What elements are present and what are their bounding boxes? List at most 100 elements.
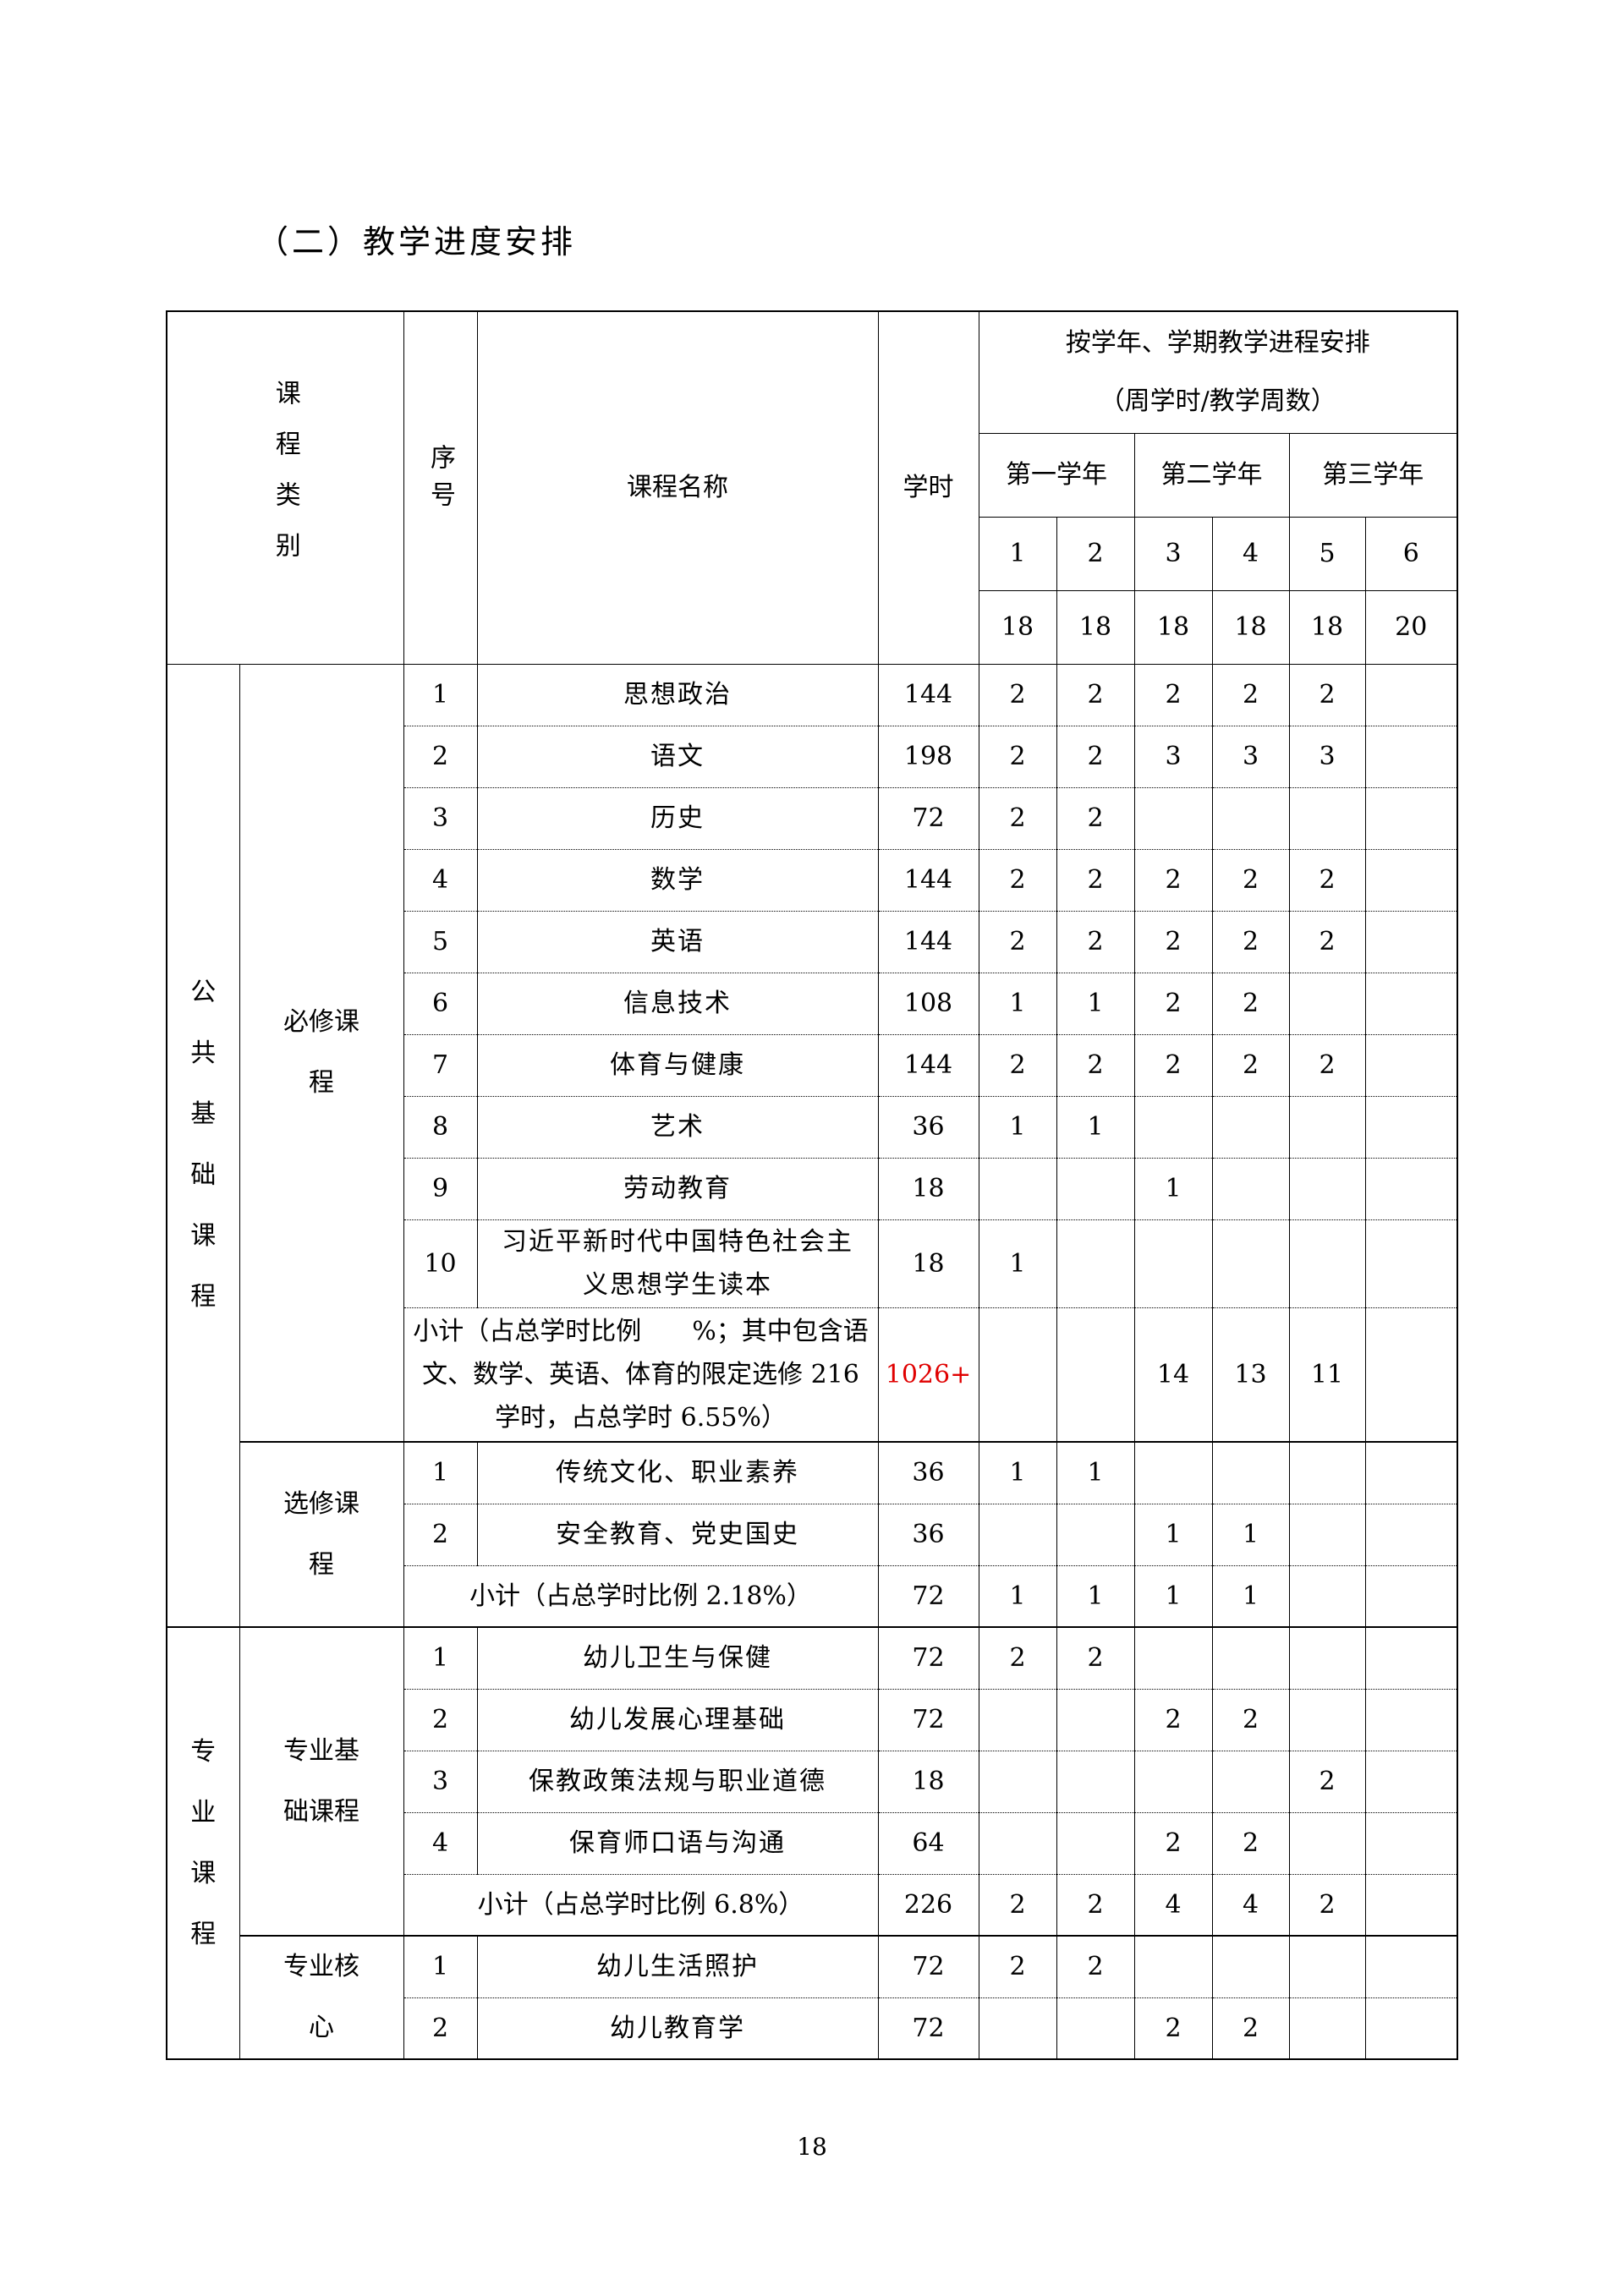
- semester-4-cell: 1: [1211, 1564, 1290, 1628]
- semester-5-cell: 2: [1288, 1873, 1366, 1937]
- table-row: 5 英语 144 2 2 2 2 2: [167, 910, 1458, 973]
- semester-4-cell: 1: [1211, 1503, 1290, 1566]
- semester-1-cell: [978, 1157, 1057, 1220]
- semester-5-cell: 2: [1288, 910, 1366, 973]
- course-name: 习近平新时代中国特色社会主义思想学生读本: [476, 1219, 879, 1308]
- table-row: 10 习近平新时代中国特色社会主义思想学生读本 18 1: [167, 1219, 1458, 1308]
- course-name: 信息技术: [476, 972, 879, 1035]
- header-category: 课程类别: [166, 310, 404, 665]
- subgroup-cell: 必修课程: [239, 663, 404, 1443]
- course-name: 体育与健康: [476, 1033, 879, 1097]
- semester-2-cell: 2: [1056, 725, 1135, 788]
- semester-6-cell: [1364, 725, 1458, 788]
- course-name: 幼儿生活照护: [476, 1935, 879, 1998]
- header-category-text: 课程类别: [270, 379, 300, 583]
- seq-cell: 9: [403, 1157, 478, 1220]
- semester-3-cell: [1133, 1626, 1213, 1690]
- semester-3-cell: [1133, 1750, 1213, 1813]
- category-cell: 专业课程: [166, 1626, 240, 2060]
- seq-cell: 7: [403, 1033, 478, 1097]
- semester-6-cell: [1364, 663, 1458, 726]
- header-weeks: 18: [1211, 589, 1290, 665]
- semester-2-cell: 2: [1056, 910, 1135, 973]
- semester-6-cell: [1364, 786, 1458, 850]
- header-weeks: 18: [1056, 589, 1135, 665]
- table-row: 专业课程 专业基础课程 1 幼儿卫生与保健 72 2 2: [166, 1626, 1458, 2060]
- subgroup-cell: 选修课程: [239, 1441, 404, 1628]
- hours-cell: 72: [877, 1688, 979, 1751]
- course-name: 保育师口语与沟通: [476, 1811, 879, 1875]
- semester-4-cell: [1211, 1219, 1290, 1308]
- seq-cell: 2: [403, 1503, 478, 1566]
- semester-3-cell: 14: [1133, 1307, 1213, 1443]
- section-title: （二）教学进度安排: [256, 223, 577, 260]
- seq-cell: 3: [403, 786, 478, 850]
- course-name: 保教政策法规与职业道德: [476, 1750, 879, 1813]
- table-row: 选修课程 1 传统文化、职业素养 36 1 1: [167, 1441, 1458, 1628]
- seq-cell: 3: [403, 1750, 478, 1813]
- category-cell: 公共基础课程: [166, 663, 240, 1628]
- semester-1-cell: 2: [978, 1033, 1057, 1097]
- header-seq-text: 序号: [425, 443, 455, 518]
- semester-4-cell: [1211, 786, 1290, 850]
- header-semester: 6: [1364, 516, 1458, 591]
- subtotal-label: 小计（占总学时比例 6.8%）: [403, 1873, 879, 1937]
- hours-cell: 144: [877, 848, 979, 912]
- semester-3-cell: [1133, 1935, 1213, 1998]
- semester-5-cell: [1288, 972, 1366, 1035]
- semester-3-cell: [1133, 1219, 1213, 1308]
- semester-2-cell: 2: [1056, 848, 1135, 912]
- semester-1-cell: 1: [978, 1219, 1057, 1308]
- hours-cell: 18: [877, 1219, 979, 1308]
- header-semester: 5: [1288, 516, 1366, 591]
- semester-2-cell: 2: [1056, 786, 1135, 850]
- table-row: 专业核心 1 幼儿生活照护 72 2 2: [167, 1935, 1458, 2060]
- semester-6-cell: [1364, 1219, 1458, 1308]
- course-name: 安全教育、党史国史: [476, 1503, 879, 1566]
- category-label: 专业课程: [190, 1736, 217, 1949]
- semester-5-cell: [1288, 1095, 1366, 1159]
- semester-5-cell: 3: [1288, 725, 1366, 788]
- semester-2-cell: 1: [1056, 1564, 1135, 1628]
- semester-3-cell: [1133, 1095, 1213, 1159]
- table-row: 7 体育与健康 144 2 2 2 2 2: [167, 1033, 1458, 1097]
- hours-cell: 36: [877, 1503, 979, 1566]
- hours-cell: 36: [877, 1441, 979, 1504]
- semester-1-cell: [978, 1503, 1057, 1566]
- semester-6-cell: [1364, 1564, 1458, 1628]
- seq-cell: 1: [403, 663, 478, 726]
- table-row: 2 语文 198 2 2 3 3 3: [167, 725, 1458, 788]
- semester-6-cell: [1364, 1033, 1458, 1097]
- seq-cell: 5: [403, 910, 478, 973]
- semester-1-cell: 2: [978, 910, 1057, 973]
- semester-4-cell: 2: [1211, 1688, 1290, 1751]
- semester-1-cell: 1: [978, 1441, 1057, 1504]
- course-name: 艺术: [476, 1095, 879, 1159]
- semester-5-cell: 11: [1288, 1307, 1366, 1443]
- semester-6-cell: [1364, 1503, 1458, 1566]
- header-weeks: 18: [1133, 589, 1213, 665]
- semester-6-cell: [1364, 1997, 1458, 2060]
- semester-3-cell: [1133, 786, 1213, 850]
- table-row: 2 幼儿教育学 72 2 2: [167, 1997, 1458, 2060]
- table-row: 4 保育师口语与沟通 64 2 2: [167, 1811, 1458, 1875]
- semester-5-cell: [1288, 1441, 1366, 1504]
- semester-4-cell: 13: [1211, 1307, 1290, 1443]
- header-semester: 1: [978, 516, 1057, 591]
- hours-cell: 108: [877, 972, 979, 1035]
- hours-cell: 144: [877, 663, 979, 726]
- semester-5-cell: [1288, 1811, 1366, 1875]
- course-name: 幼儿教育学: [476, 1997, 879, 2060]
- semester-5-cell: [1288, 1626, 1366, 1690]
- header-year-2: 第二学年: [1133, 432, 1290, 518]
- semester-4-cell: 2: [1211, 972, 1290, 1035]
- header-year-1: 第一学年: [978, 432, 1135, 518]
- semester-1-cell: [978, 1688, 1057, 1751]
- hours-cell: 144: [877, 910, 979, 973]
- semester-6-cell: [1364, 1441, 1458, 1504]
- semester-3-cell: [1133, 1441, 1213, 1504]
- semester-1-cell: 2: [978, 1935, 1057, 1998]
- semester-3-cell: 2: [1133, 1997, 1213, 2060]
- semester-5-cell: 2: [1288, 848, 1366, 912]
- course-name: 传统文化、职业素养: [476, 1441, 879, 1504]
